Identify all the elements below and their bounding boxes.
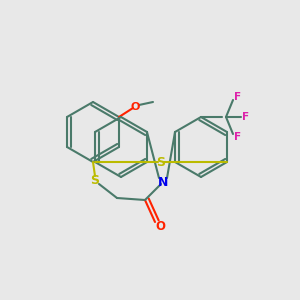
Text: S: S (91, 173, 100, 187)
Text: F: F (242, 112, 250, 122)
Text: N: N (158, 176, 168, 188)
Text: F: F (234, 132, 242, 142)
Text: F: F (234, 92, 242, 102)
Text: O: O (155, 220, 165, 232)
Text: O: O (130, 102, 140, 112)
Text: S: S (157, 155, 166, 169)
